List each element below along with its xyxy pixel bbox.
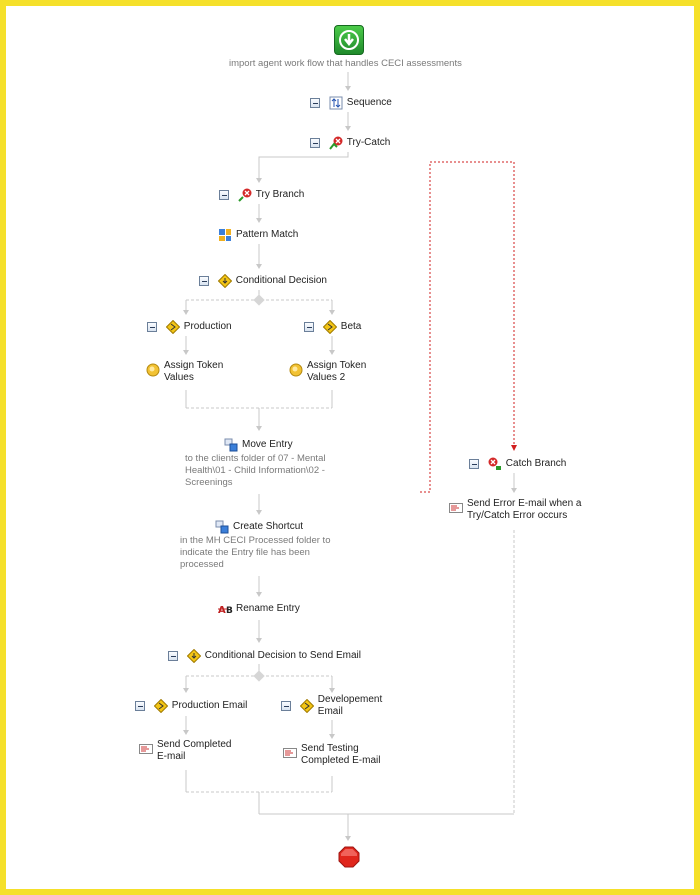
- move-entry-icon: [224, 438, 238, 452]
- email-icon: [449, 501, 463, 515]
- collapse-toggle[interactable]: [281, 701, 291, 711]
- conditional-decision-label: Conditional Decision: [235, 275, 327, 286]
- create-shortcut-icon: [215, 520, 229, 534]
- pattern-match-label: Pattern Match: [236, 229, 299, 240]
- production-branch-node[interactable]: Production: [147, 319, 232, 335]
- stop-node[interactable]: [338, 846, 360, 868]
- assign-token-values-2-node[interactable]: Assign Token Values 2: [289, 360, 366, 384]
- move-entry-label: Move Entry: [242, 439, 293, 450]
- email-icon: [139, 742, 153, 756]
- send-testing-email-node[interactable]: Send Testing Completed E-mail: [283, 743, 380, 767]
- conditional-decision-node[interactable]: Conditional Decision: [199, 273, 327, 289]
- collapse-toggle[interactable]: [304, 322, 314, 332]
- collapse-toggle[interactable]: [219, 190, 229, 200]
- collapse-toggle[interactable]: [135, 701, 145, 711]
- send-error-email-label: Send Error E-mail when a Try/Catch Error …: [467, 498, 582, 521]
- collapse-toggle[interactable]: [310, 138, 320, 148]
- conditional-decision-email-node[interactable]: Conditional Decision to Send Email: [168, 648, 361, 664]
- create-shortcut-description: in the MH CECI Processed folder to indica…: [180, 535, 331, 570]
- production-email-branch-node[interactable]: Production Email: [135, 698, 248, 714]
- try-branch-label: Try Branch: [255, 189, 305, 200]
- branch-icon: [299, 698, 314, 714]
- assign-token-values-node[interactable]: Assign Token Values: [146, 360, 223, 384]
- send-completed-email-node[interactable]: Send Completed E-mail: [139, 739, 232, 763]
- branch-icon: [165, 319, 180, 335]
- start-caption: import agent work flow that handles CECI…: [229, 58, 462, 69]
- production-label: Production: [183, 321, 232, 332]
- move-entry-node[interactable]: Move Entry: [224, 438, 293, 452]
- collapse-toggle[interactable]: [469, 459, 479, 469]
- catch-branch-icon: [488, 457, 502, 471]
- create-shortcut-label: Create Shortcut: [233, 521, 304, 532]
- email-icon: [283, 746, 297, 760]
- decision-icon: [217, 273, 232, 289]
- collapse-toggle[interactable]: [168, 651, 178, 661]
- token-icon: [146, 363, 160, 377]
- try-catch-icon: [329, 136, 343, 150]
- sequence-label: Sequence: [346, 97, 392, 108]
- token-icon: [289, 363, 303, 377]
- send-error-email-node[interactable]: Send Error E-mail when a Try/Catch Error …: [449, 498, 582, 522]
- try-catch-label: Try-Catch: [346, 137, 391, 148]
- pattern-match-node[interactable]: Pattern Match: [218, 228, 298, 242]
- arrow-down-icon: [339, 30, 359, 50]
- collapse-toggle[interactable]: [147, 322, 157, 332]
- development-email-branch-node[interactable]: Developement Email: [281, 694, 382, 718]
- try-branch-node[interactable]: Try Branch: [219, 188, 304, 202]
- collapse-toggle[interactable]: [199, 276, 209, 286]
- start-node[interactable]: [334, 25, 364, 55]
- beta-branch-node[interactable]: Beta: [304, 319, 362, 335]
- collapse-toggle[interactable]: [310, 98, 320, 108]
- catch-branch-node[interactable]: Catch Branch: [469, 457, 566, 471]
- conditional-decision-email-label: Conditional Decision to Send Email: [204, 650, 361, 661]
- assign-token-values-2-label: Assign Token Values 2: [307, 360, 367, 383]
- production-email-label: Production Email: [171, 700, 248, 711]
- catch-branch-label: Catch Branch: [505, 458, 567, 469]
- send-completed-email-label: Send Completed E-mail: [157, 739, 232, 762]
- stop-icon: [338, 846, 360, 868]
- send-testing-email-label: Send Testing Completed E-mail: [301, 743, 381, 766]
- create-shortcut-node[interactable]: Create Shortcut: [215, 520, 303, 534]
- pattern-match-icon: [218, 228, 232, 242]
- beta-label: Beta: [340, 321, 362, 332]
- sequence-icon: [329, 96, 343, 110]
- svg-text:A: A: [218, 605, 226, 616]
- svg-text:B: B: [226, 606, 233, 616]
- development-email-label: Developement Email: [317, 694, 383, 717]
- assign-token-values-label: Assign Token Values: [164, 360, 224, 383]
- move-entry-description: to the clients folder of 07 - Mental Heal…: [185, 453, 326, 488]
- try-catch-node[interactable]: Try-Catch: [310, 136, 390, 150]
- branch-icon: [153, 698, 168, 714]
- branch-icon: [322, 319, 337, 335]
- rename-entry-label: Rename Entry: [236, 603, 300, 614]
- try-branch-icon: [238, 188, 252, 202]
- decision-icon: [186, 648, 201, 664]
- sequence-node[interactable]: Sequence: [310, 96, 392, 110]
